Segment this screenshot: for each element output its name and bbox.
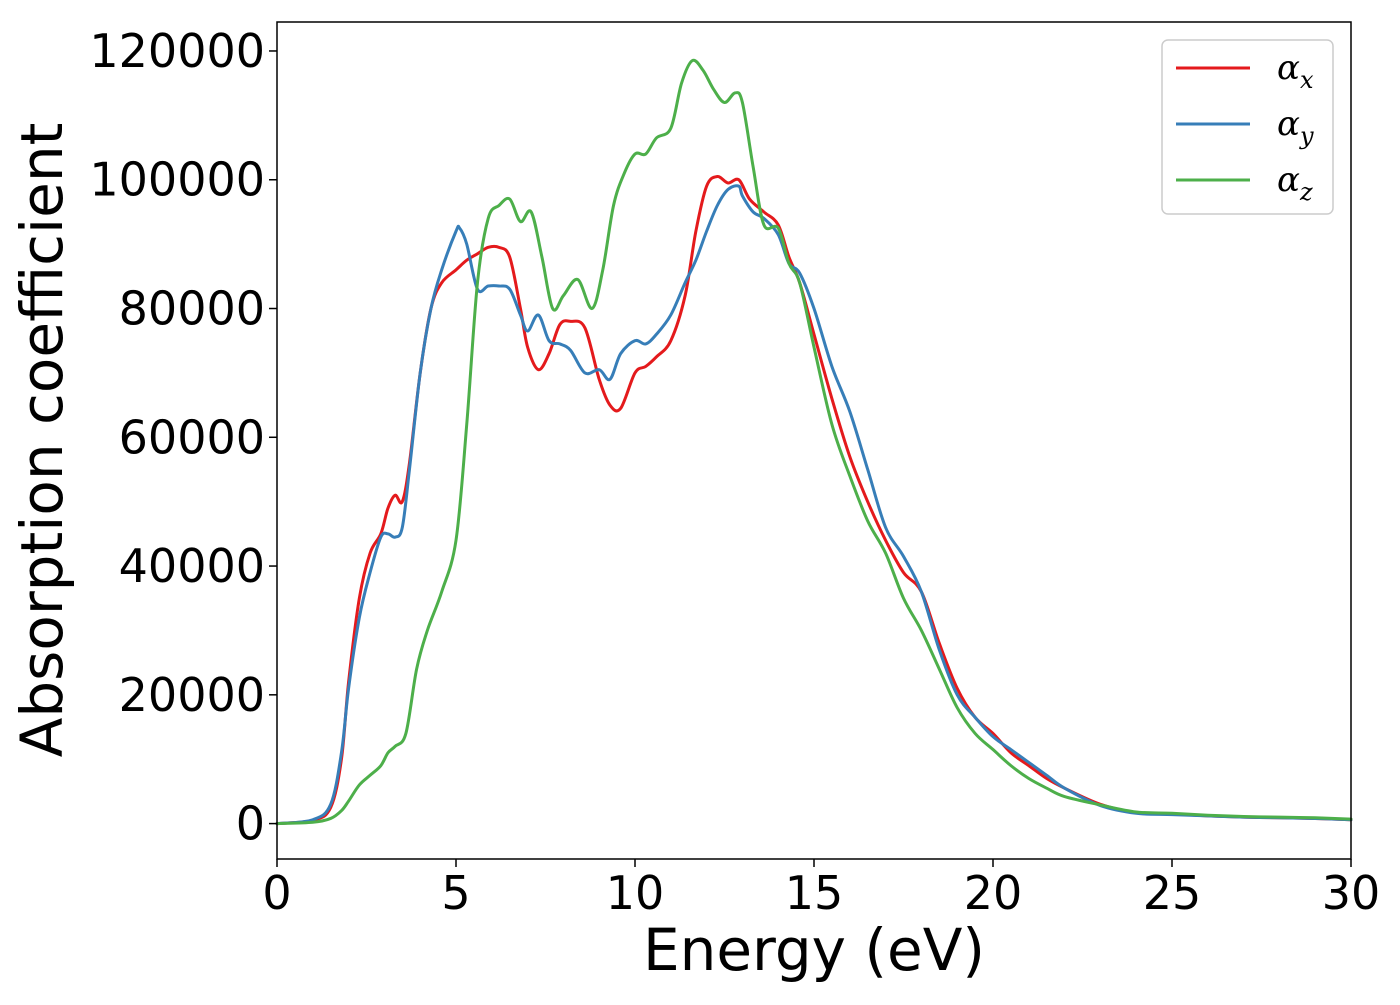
y-axis-title: Absorption coefficient <box>8 123 76 758</box>
y-axis: 0 20000 40000 60000 80000 100000 120000 <box>89 24 277 851</box>
x-axis-title: Energy (eV) <box>643 916 985 984</box>
x-tick-label: 0 <box>262 866 291 920</box>
series-line-y <box>275 184 1353 826</box>
legend-label-z: αz <box>1277 160 1313 206</box>
x-tick-label: 10 <box>606 866 665 920</box>
series-layer <box>275 58 1353 826</box>
x-tick-label: 30 <box>1322 866 1381 920</box>
y-tick-label: 100000 <box>89 153 265 207</box>
x-tick-label: 25 <box>1143 866 1202 920</box>
x-tick-label: 15 <box>785 866 844 920</box>
y-tick-label: 0 <box>236 797 265 851</box>
y-tick-label: 40000 <box>119 539 265 593</box>
y-tick-label: 120000 <box>89 24 265 78</box>
x-tick-label: 5 <box>441 866 470 920</box>
x-axis: 0 5 10 15 20 25 30 <box>262 859 1380 920</box>
legend-box <box>1161 39 1334 215</box>
y-tick-label: 80000 <box>119 282 265 336</box>
x-tick-label: 20 <box>964 866 1023 920</box>
y-tick-label: 60000 <box>119 410 265 464</box>
series-line-z <box>275 58 1353 826</box>
y-tick-label: 20000 <box>119 668 265 722</box>
series-line-x <box>275 175 1353 826</box>
